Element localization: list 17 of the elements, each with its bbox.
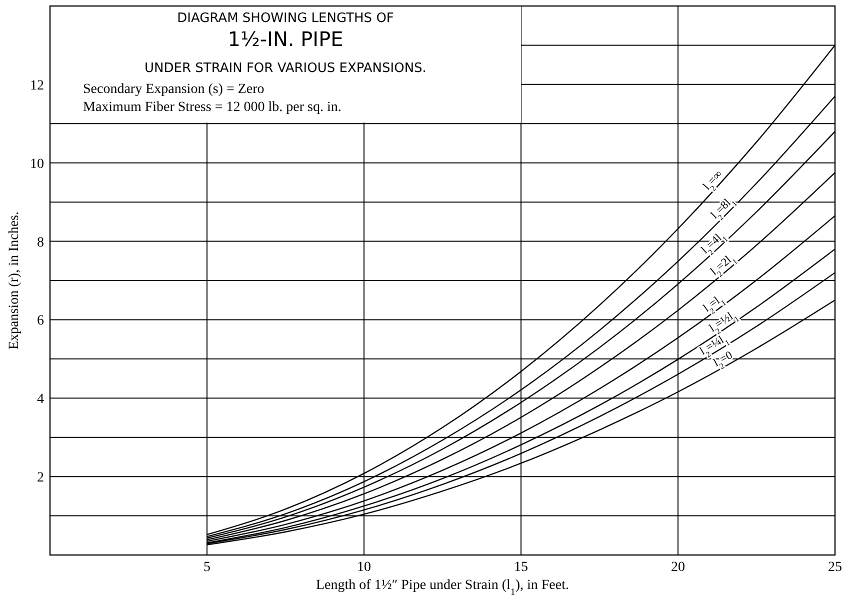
x-tick-label: 20 [671,560,685,575]
x-axis-title: Length of 1½″ Pipe under Strain (l$_{1}$), in Feet. [316,578,569,598]
y-tick-label: 6 [37,314,44,329]
y-axis-title: Expansion (r), in Inches. [7,211,22,350]
x-tick-label: 5 [204,560,210,575]
annotation: Secondary Expansion (s) = Zero [83,82,264,97]
text: l$_{2}$=0 [712,349,735,371]
y-tick-label: 10 [30,156,44,172]
x-tick-label: 15 [514,560,528,575]
annotation: Maximum Fiber Stress = 12 000 lb. per sq. in. [83,100,342,115]
y-tick-label: 2 [37,470,44,486]
y-tick-label: 4 [37,392,44,408]
title-panel: DIAGRAM SHOWING LENGTHS OF 1½-IN. PIPE UNDER STRAIN FOR VARIOUS EXPANSIONS. Secondary Expansion (s) = Zero Maximum Fiber Stress = 12 000 lb. per sq. in. [50,6,521,123]
y-tick-label: 8 [37,235,44,250]
y-tick-label: 12 [30,78,44,94]
x-tick-label: 10 [357,560,371,575]
x-tick-label: 25 [828,560,842,575]
